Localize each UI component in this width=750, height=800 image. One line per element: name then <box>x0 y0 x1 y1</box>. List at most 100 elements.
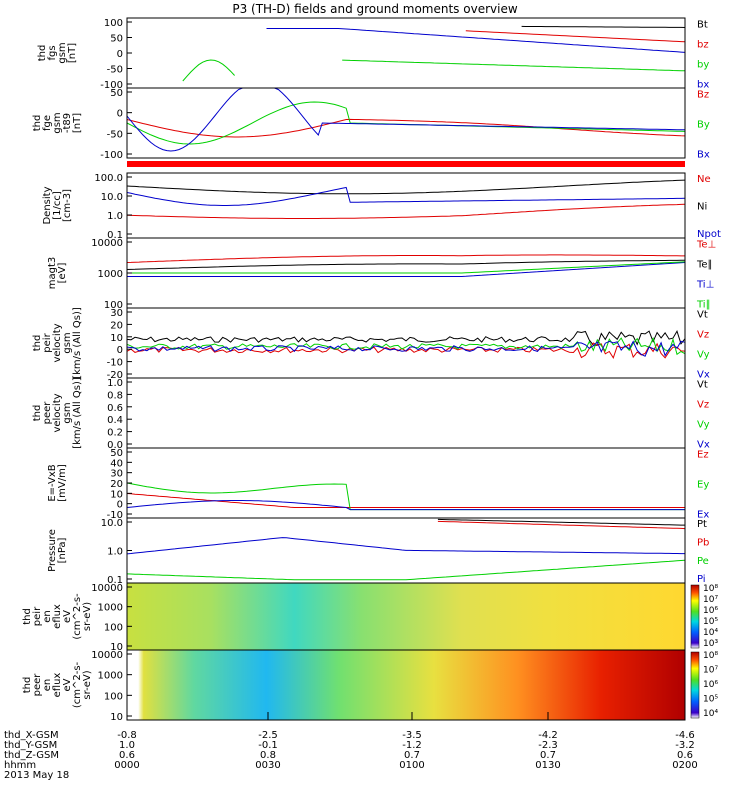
y-axis-label: thdpeervelocitygsm[km/s (All Qs)] <box>32 377 83 449</box>
legend-label: Vt <box>697 380 708 391</box>
panel-frame <box>126 87 686 159</box>
series-line-Ex <box>126 500 685 511</box>
colorbar-tick-label: 10⁶ <box>703 606 718 616</box>
panel-frame <box>126 649 686 721</box>
spectrogram <box>127 583 685 650</box>
y-tick-label: -100 <box>100 80 123 91</box>
y-tick-label: 50 <box>110 34 123 45</box>
legend-label: Vz <box>697 330 709 341</box>
y-tick-label: 20 <box>110 320 123 331</box>
series-line-Te⊥ <box>126 254 685 263</box>
y-tick-label: 100 <box>104 622 123 633</box>
y-tick-label: 0.1 <box>107 575 123 586</box>
panel-frame <box>126 377 686 449</box>
footer-value: -0.1 <box>258 740 278 751</box>
legend-label: Pi <box>697 574 706 585</box>
y-tick-label: 100 <box>104 300 123 311</box>
y-tick-label: 0.4 <box>107 415 123 426</box>
footer-row-label: thd_Y-GSM <box>4 740 57 751</box>
legend-label: Te∥ <box>696 260 713 271</box>
series-line-Ti∥ <box>127 261 686 274</box>
y-tick-label: 10000 <box>91 650 123 661</box>
series-line-Bz <box>126 118 686 138</box>
series-line-Bt <box>521 25 686 28</box>
y-axis-label: thdfgegsm-t89[nT] <box>32 112 83 133</box>
y-tick-label: -50 <box>107 65 123 76</box>
footer: thd_X-GSM -0.8 -2.5 -3.5 -4.2 -4.6 thd_Y-GSM 1.… <box>4 712 698 781</box>
legend-label: Pb <box>697 538 709 549</box>
y-tick-label: 1.0 <box>107 547 123 558</box>
legend-label: Ti⊥ <box>696 280 714 291</box>
legend-label: by <box>697 60 709 71</box>
footer-value: 0.8 <box>260 750 276 761</box>
series-line-Ne <box>126 203 686 219</box>
footer-value: -3.5 <box>402 730 422 741</box>
footer-value: 0.6 <box>677 750 693 761</box>
series-line-Pe <box>126 559 686 581</box>
y-tick-label: -100 <box>100 150 123 161</box>
y-tick-label: 10.0 <box>101 518 123 529</box>
y-tick-label: 20 <box>110 479 123 490</box>
footer-row-label: hhmm <box>4 760 36 771</box>
series-line-Vt <box>126 329 686 346</box>
legend-label: Vz <box>697 400 709 411</box>
y-tick-label: 1000 <box>98 269 123 280</box>
series-line-Bx <box>126 87 685 152</box>
y-tick-label: 50 <box>110 448 123 459</box>
legend-label: Vx <box>697 370 710 381</box>
legend-label: Vt <box>697 310 708 321</box>
legend-label: Ez <box>697 450 709 461</box>
series-line-Npot <box>126 186 686 206</box>
colorbar-tick-label: 10⁵ <box>703 617 718 627</box>
y-tick-label: 0.1 <box>107 230 123 241</box>
y-tick-label: 0 <box>117 49 123 60</box>
series-line-by <box>182 59 686 82</box>
legend-label: Ex <box>697 510 709 521</box>
colorbar <box>690 584 700 649</box>
colorbar-tick-label: 10⁴ <box>703 709 718 719</box>
series-line-Vx <box>126 340 686 357</box>
y-tick-label: 10.0 <box>101 192 123 203</box>
colorbar-tick-label: 10⁷ <box>703 595 718 605</box>
legend-label: Bt <box>697 20 708 31</box>
y-tick-label: 100 <box>104 691 123 702</box>
panel-6: Vt Vz Vy Vx 1.00.8 0.60.4 0.20.0 thdpeervelocit… <box>32 377 710 451</box>
y-axis-label: magt3[eV] <box>47 257 68 290</box>
legend-label: Npot <box>697 229 721 240</box>
y-tick-label: 30 <box>110 469 123 480</box>
footer-value: -4.6 <box>675 730 695 741</box>
series-line-Pi <box>126 537 685 555</box>
series-line-bx <box>266 28 686 53</box>
y-tick-label: 0.0 <box>107 440 123 451</box>
legend-label: Te⊥ <box>696 240 716 251</box>
colorbar-tick-label: 10⁸ <box>703 651 718 661</box>
y-axis-label: Pressure[nPa] <box>47 529 68 572</box>
y-tick-label: -20 <box>107 370 123 381</box>
y-tick-label: 10 <box>110 489 123 500</box>
y-tick-label: 1000 <box>98 603 123 614</box>
y-axis-label: thdpeerenefluxeV(cm^2-s-sr-eV) <box>22 661 93 708</box>
footer-value: -1.2 <box>402 740 422 751</box>
footer-value: 0000 <box>114 760 139 771</box>
footer-value: -0.8 <box>117 730 137 741</box>
y-tick-label: 0 <box>117 109 123 120</box>
footer-value: 0130 <box>535 760 560 771</box>
footer-value: 1.0 <box>119 740 135 751</box>
legend-label: Vy <box>697 350 710 361</box>
legend-label: By <box>697 120 710 131</box>
y-axis-label: thdfgsgsm[nT] <box>37 42 78 63</box>
footer-row-label: thd_X-GSM <box>4 730 59 741</box>
legend-label: Ne <box>697 174 711 185</box>
footer-value: 0.6 <box>119 750 135 761</box>
series-line-Te∥ <box>126 259 685 270</box>
y-axis-label: Density[1/cc][cm-3] <box>42 186 73 224</box>
figure-title: P3 (TH-D) fields and ground moments over… <box>232 2 517 16</box>
footer-value: 0.7 <box>404 750 420 761</box>
y-tick-label: 10000 <box>91 238 123 249</box>
footer-value: 0100 <box>399 760 424 771</box>
y-tick-label: 10 <box>110 333 123 344</box>
panel-2: Bz By Bx 50 0 -50 -100 thdfgegsm-t89[nT] <box>32 87 710 161</box>
legend-label: Ti∥ <box>696 300 711 311</box>
series-line-Ni <box>126 179 686 195</box>
